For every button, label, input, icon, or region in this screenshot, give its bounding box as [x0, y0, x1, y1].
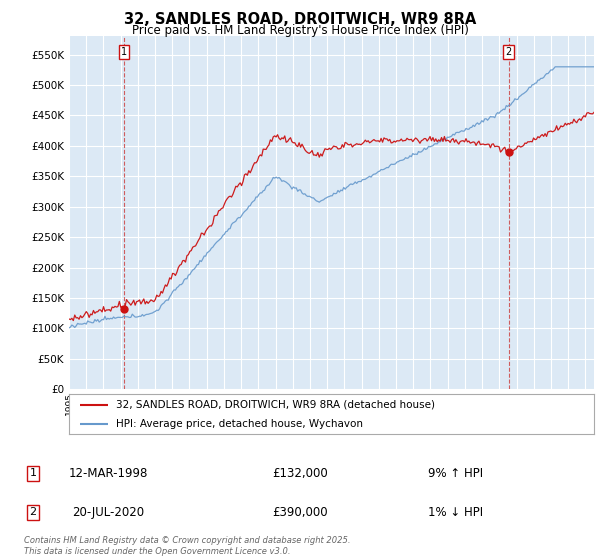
- Text: 1: 1: [29, 468, 37, 478]
- Text: £132,000: £132,000: [272, 466, 328, 480]
- Text: 12-MAR-1998: 12-MAR-1998: [68, 466, 148, 480]
- Text: 32, SANDLES ROAD, DROITWICH, WR9 8RA: 32, SANDLES ROAD, DROITWICH, WR9 8RA: [124, 12, 476, 27]
- Text: £390,000: £390,000: [272, 506, 328, 519]
- Text: 1% ↓ HPI: 1% ↓ HPI: [428, 506, 484, 519]
- Text: 32, SANDLES ROAD, DROITWICH, WR9 8RA (detached house): 32, SANDLES ROAD, DROITWICH, WR9 8RA (de…: [116, 400, 435, 409]
- Text: Contains HM Land Registry data © Crown copyright and database right 2025.
This d: Contains HM Land Registry data © Crown c…: [24, 536, 350, 556]
- Text: HPI: Average price, detached house, Wychavon: HPI: Average price, detached house, Wych…: [116, 419, 363, 429]
- Text: 2: 2: [506, 47, 512, 57]
- Text: 2: 2: [29, 507, 37, 517]
- Text: 1: 1: [121, 47, 127, 57]
- Text: Price paid vs. HM Land Registry's House Price Index (HPI): Price paid vs. HM Land Registry's House …: [131, 24, 469, 36]
- Text: 9% ↑ HPI: 9% ↑ HPI: [428, 466, 484, 480]
- Text: 20-JUL-2020: 20-JUL-2020: [72, 506, 144, 519]
